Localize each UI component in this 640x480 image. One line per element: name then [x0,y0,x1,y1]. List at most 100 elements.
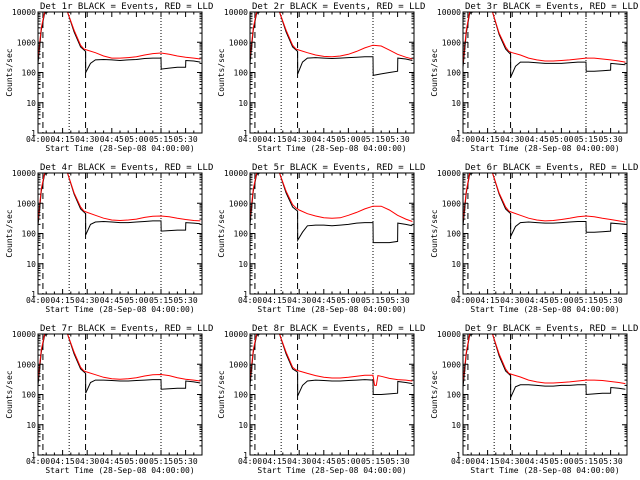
y-tick-label: 100 [234,230,249,239]
y-axis-label: Counts/sec [5,48,14,96]
x-axis-label: Start Time (28-Sep-08 04:00:00) [257,144,406,153]
x-tick-label: 04:30 [500,135,524,144]
y-tick-label: 10 [451,260,461,269]
plot-title: Det 1r BLACK = Events, RED = LLD [40,2,213,12]
x-tick-label: 04:30 [75,457,99,466]
y-axis-label: Counts/sec [430,48,439,96]
plot-frame [37,11,203,134]
x-tick-label: 05:30 [386,296,410,305]
x-tick-label: 04:15 [476,296,500,305]
y-tick-label: 100 [234,69,249,78]
plot-panel-4: Det 4r BLACK = Events, RED = LLD 1 10 100 10… [5,163,213,314]
x-tick-label: 05:00 [124,135,148,144]
x-tick-label: 04:30 [75,135,99,144]
plot-frame [462,172,628,295]
x-tick-label: 04:00 [451,135,475,144]
y-tick-label: 1000 [229,199,248,208]
y-tick-label: 10000 [437,8,461,17]
y-tick-label: 1000 [442,360,461,369]
x-tick-label: 05:00 [124,457,148,466]
y-tick-label: 10000 [12,169,36,178]
y-axis-label: Counts/sec [430,370,439,418]
x-tick-label: 04:00 [451,457,475,466]
series-red-lld [463,173,626,223]
x-tick-label: 04:45 [312,457,336,466]
y-tick-label: 1000 [442,199,461,208]
x-tick-label: 04:45 [100,296,124,305]
plot-panel-1: Det 1r BLACK = Events, RED = LLD 1 10 100 10… [5,2,213,153]
y-tick-label: 1 [243,451,248,460]
y-tick-label: 100 [447,69,462,78]
x-tick-label: 04:45 [525,296,549,305]
y-tick-label: 1 [456,290,461,299]
x-axis-label: Start Time (28-Sep-08 04:00:00) [470,466,619,475]
y-tick-label: 10 [238,99,248,108]
y-axis-label: Counts/sec [217,209,226,257]
x-tick-label: 05:15 [361,296,385,305]
series-black-events [38,173,201,236]
plot-title: Det 5r BLACK = Events, RED = LLD [252,163,425,173]
x-tick-label: 04:30 [287,457,311,466]
plot-panel-3: Det 3r BLACK = Events, RED = LLD 1 10 100 10… [430,2,638,153]
x-tick-label: 04:00 [238,296,262,305]
x-axis-label: Start Time (28-Sep-08 04:00:00) [257,305,406,314]
y-tick-label: 100 [447,391,462,400]
x-tick-label: 04:15 [263,135,287,144]
plot-title: Det 8r BLACK = Events, RED = LLD [252,324,425,334]
series-black-events [250,334,413,397]
y-tick-label: 1000 [442,38,461,47]
series-red-lld [38,173,201,222]
y-tick-label: 1000 [17,360,36,369]
x-tick-label: 04:30 [500,296,524,305]
y-tick-label: 10000 [437,169,461,178]
x-axis-label: Start Time (28-Sep-08 04:00:00) [257,466,406,475]
x-tick-label: 04:15 [263,296,287,305]
y-tick-label: 10 [26,260,36,269]
x-tick-label: 05:30 [599,296,623,305]
x-tick-label: 04:30 [287,135,311,144]
plot-panel-2: Det 2r BLACK = Events, RED = LLD 1 10 100 10… [217,2,425,153]
y-tick-label: 100 [234,391,249,400]
plot-frame [37,172,203,295]
series-black-events [250,173,413,244]
x-tick-label: 05:15 [574,457,598,466]
x-tick-label: 04:45 [312,296,336,305]
y-tick-label: 100 [22,391,37,400]
series-black-events [463,12,626,78]
x-tick-label: 05:15 [149,457,173,466]
y-tick-label: 1000 [17,199,36,208]
plot-title: Det 3r BLACK = Events, RED = LLD [465,2,638,12]
x-tick-label: 04:00 [26,135,50,144]
x-tick-label: 05:30 [386,135,410,144]
y-tick-label: 10000 [12,8,36,17]
y-tick-label: 10000 [224,8,248,17]
series-red-lld [250,334,413,386]
x-tick-label: 05:15 [149,135,173,144]
x-tick-label: 04:00 [26,457,50,466]
plot-frame [462,11,628,134]
x-tick-label: 05:00 [336,296,360,305]
y-tick-label: 100 [22,230,37,239]
y-tick-label: 100 [22,69,37,78]
x-tick-label: 05:30 [174,457,198,466]
series-black-events [463,334,626,398]
x-tick-label: 04:15 [51,457,75,466]
plot-panel-5: Det 5r BLACK = Events, RED = LLD 1 10 100 10… [217,163,425,314]
x-axis-label: Start Time (28-Sep-08 04:00:00) [45,466,194,475]
x-tick-label: 04:45 [525,135,549,144]
x-tick-label: 04:00 [26,296,50,305]
plot-title: Det 2r BLACK = Events, RED = LLD [252,2,425,12]
x-tick-label: 05:15 [361,135,385,144]
plot-title: Det 7r BLACK = Events, RED = LLD [40,324,213,334]
y-tick-label: 10 [26,421,36,430]
x-tick-label: 05:15 [574,135,598,144]
x-tick-label: 04:45 [100,457,124,466]
plot-frame [37,333,203,456]
y-tick-label: 100 [447,230,462,239]
plot-panel-8: Det 8r BLACK = Events, RED = LLD 1 10 100 10… [217,324,425,475]
plot-title: Det 6r BLACK = Events, RED = LLD [465,163,638,173]
plot-frame [249,172,415,295]
x-tick-label: 05:15 [574,296,598,305]
x-tick-label: 05:15 [149,296,173,305]
series-red-lld [463,12,626,64]
